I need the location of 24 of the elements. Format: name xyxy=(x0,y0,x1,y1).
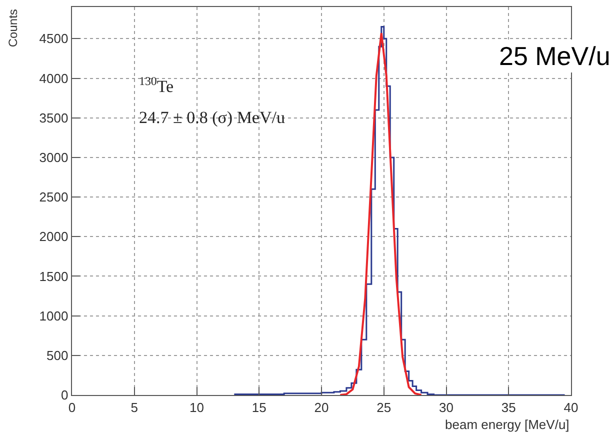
annotation: $^{130}$Te xyxy=(139,74,174,96)
x-tick-label: 10 xyxy=(190,400,204,415)
y-tick-label: 500 xyxy=(46,348,68,363)
x-tick-label: 20 xyxy=(314,400,329,415)
y-tick-label: 2000 xyxy=(39,229,68,244)
x-axis-title: beam energy [MeV/u] xyxy=(445,417,570,432)
y-tick-label: 0 xyxy=(60,388,68,403)
y-tick-label: 3000 xyxy=(39,150,68,165)
line-series xyxy=(339,32,422,395)
annotation: 24.7 ± 0.8 (σ) MeV/u xyxy=(139,108,286,127)
y-tick-label: 3500 xyxy=(39,110,68,126)
y-tick-label: 1000 xyxy=(39,308,68,324)
x-tick-label: 25 xyxy=(376,400,392,415)
y-tick-label: 1500 xyxy=(39,268,68,284)
y-tick-label: 2500 xyxy=(39,190,68,205)
x-tick-label: 5 xyxy=(130,400,138,415)
x-tick-label: 35 xyxy=(501,400,516,415)
y-axis-title: Counts xyxy=(6,9,20,48)
x-tick-label: 15 xyxy=(252,400,266,415)
x-tick-label: 40 xyxy=(564,400,578,415)
y-tick-label: 4000 xyxy=(39,70,68,86)
y-tick-label: 4500 xyxy=(39,31,68,46)
x-tick-label: 30 xyxy=(439,400,454,415)
annotation: 25 MeV/u xyxy=(499,41,610,71)
